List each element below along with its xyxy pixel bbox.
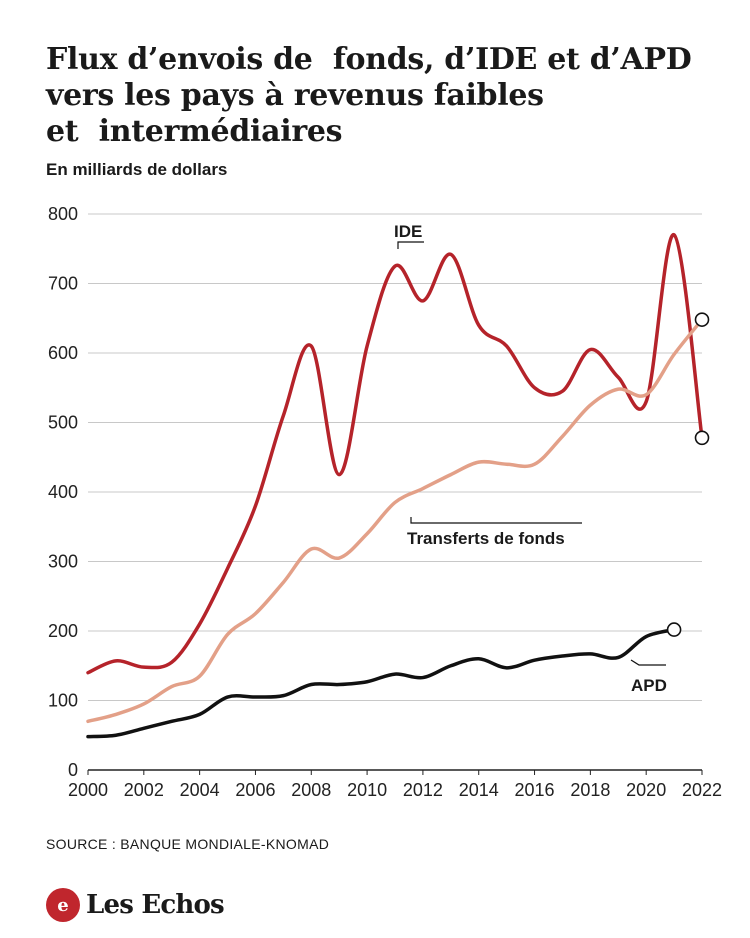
label-leader-line: [410, 517, 582, 524]
series-line-apd: [86, 627, 676, 739]
y-axis-unit: En milliards de dollars: [46, 160, 228, 179]
end-point-marker-transferts: [694, 312, 710, 327]
title-line-1: Flux d’envois de fonds, d’IDE et d’APD: [46, 42, 692, 77]
title-line-3: et intermédiaires: [46, 114, 343, 149]
y-tick-label: 0: [68, 760, 78, 780]
x-tick-label: 2022: [682, 780, 722, 800]
y-tick-label: 400: [48, 482, 78, 502]
x-tick-label: 2014: [459, 780, 499, 800]
x-tick-label: 2016: [515, 780, 555, 800]
x-tick-label: 2002: [124, 780, 164, 800]
x-tick-label: 2020: [626, 780, 666, 800]
label-leader-line: [630, 659, 666, 666]
logo-text: Les Echos: [86, 890, 225, 920]
y-tick-label: 100: [48, 691, 78, 711]
series-label-transferts: Transferts de fonds: [407, 529, 565, 548]
y-tick-label: 600: [48, 343, 78, 363]
series-label-apd: APD: [631, 676, 667, 695]
chart-title: Flux d’envois de fonds, d’IDE et d’APD v…: [46, 42, 726, 150]
y-tick-label: 200: [48, 621, 78, 641]
x-tick-label: 2008: [291, 780, 331, 800]
y-tick-label: 500: [48, 413, 78, 433]
y-tick-label: 700: [48, 274, 78, 294]
label-leader-line: [397, 241, 424, 249]
series-line-transferts: [86, 317, 704, 724]
y-tick-label: 800: [48, 204, 78, 224]
x-tick-label: 2012: [403, 780, 443, 800]
end-point-marker-apd: [666, 622, 682, 637]
x-tick-label: 2018: [570, 780, 610, 800]
y-tick-label: 300: [48, 552, 78, 572]
series-line-ide: [86, 233, 704, 675]
series-label-ide: IDE: [394, 222, 422, 241]
x-tick-label: 2000: [68, 780, 108, 800]
x-tick-label: 2006: [235, 780, 275, 800]
x-tick-label: 2010: [347, 780, 387, 800]
les-echos-logo: e Les Echos: [46, 888, 225, 922]
logo-mark-icon: e: [46, 888, 80, 922]
x-tick-label: 2004: [180, 780, 220, 800]
end-point-marker-ide: [694, 430, 710, 446]
line-chart: 0 100 200 300 400 500 600 700 800 2000 2002 2004 200…: [48, 204, 722, 800]
title-line-2: vers les pays à revenus faibles: [46, 78, 544, 113]
source-note: SOURCE : BANQUE MONDIALE-KNOMAD: [46, 836, 330, 852]
